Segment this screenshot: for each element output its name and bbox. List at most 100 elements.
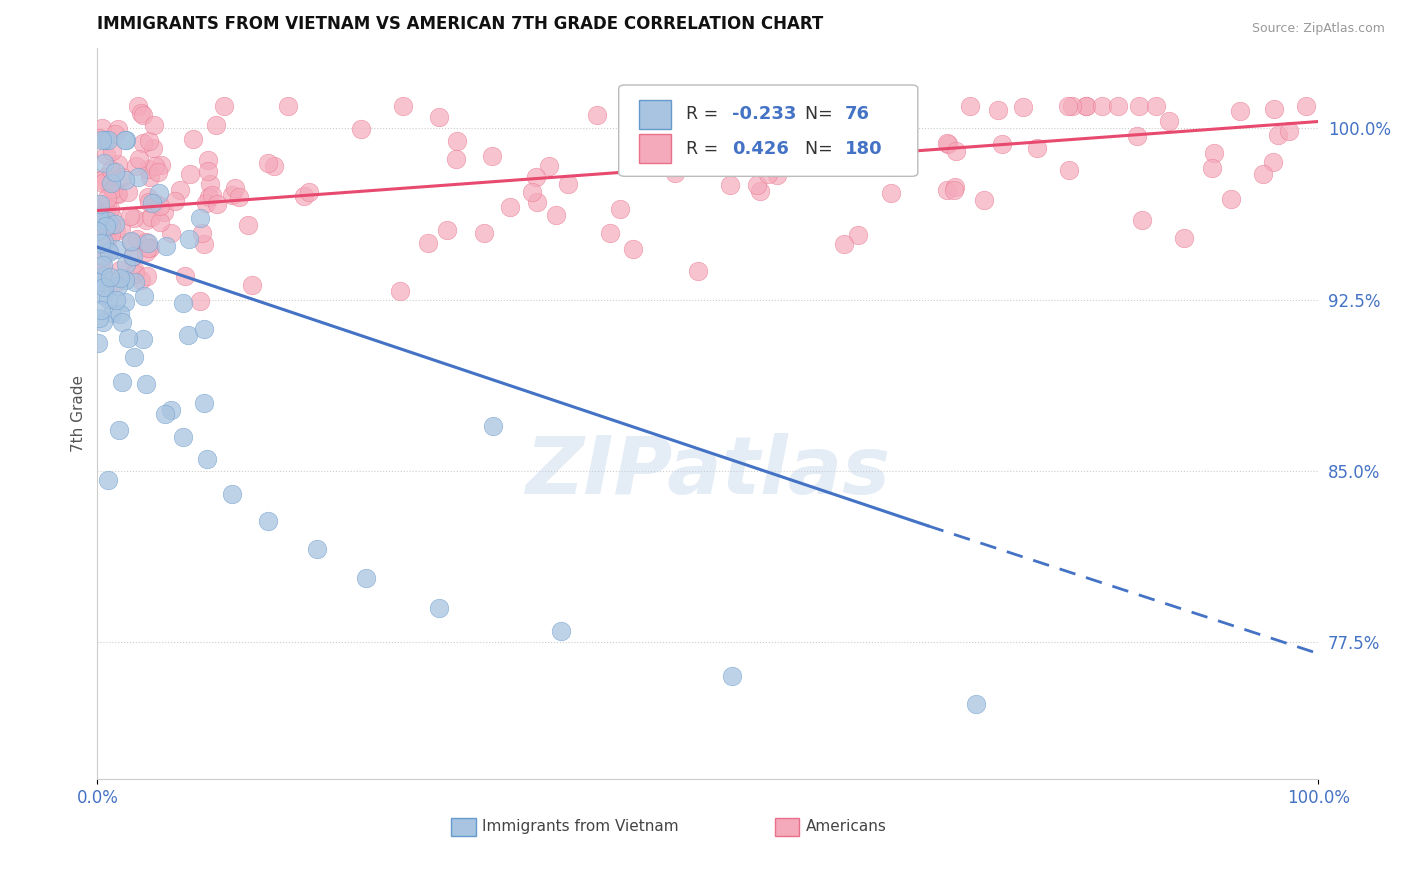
Point — [135, 235, 157, 249]
Point — [686, 263, 709, 277]
Point — [481, 149, 503, 163]
Point — [86, 224, 108, 238]
Point — [100, 162, 122, 177]
Point — [124, 275, 146, 289]
Point — [138, 134, 160, 148]
Point — [135, 245, 157, 260]
Point — [98, 202, 121, 216]
Point — [114, 173, 136, 187]
Y-axis label: 7th Grade: 7th Grade — [72, 376, 86, 452]
Point — [763, 101, 786, 115]
Point — [991, 136, 1014, 151]
Point — [257, 514, 280, 528]
Point — [1261, 155, 1284, 169]
Point — [257, 156, 280, 170]
Point — [724, 98, 747, 112]
Point — [93, 133, 115, 147]
Point — [212, 98, 235, 112]
Point — [98, 179, 121, 194]
Point — [1263, 102, 1285, 116]
Point — [198, 189, 221, 203]
Point — [1076, 98, 1098, 112]
Text: N=: N= — [806, 139, 839, 158]
Point — [893, 112, 915, 127]
Point — [142, 141, 165, 155]
Point — [136, 269, 159, 284]
Bar — [451, 818, 475, 836]
Point — [93, 249, 115, 263]
Point — [1091, 98, 1114, 112]
Point — [132, 108, 155, 122]
Point — [177, 328, 200, 343]
Point — [149, 158, 172, 172]
Point — [93, 169, 115, 184]
Point — [91, 316, 114, 330]
Point — [127, 98, 149, 112]
Point — [125, 159, 148, 173]
Point — [135, 212, 157, 227]
Point — [107, 157, 129, 171]
Point — [93, 156, 115, 170]
Point — [292, 189, 315, 203]
Point — [141, 196, 163, 211]
Point — [782, 127, 804, 141]
Point — [1219, 192, 1241, 206]
Text: 180: 180 — [845, 139, 882, 158]
Point — [1011, 100, 1033, 114]
Point — [124, 267, 146, 281]
Point — [1144, 98, 1167, 112]
Point — [103, 181, 125, 195]
Point — [148, 186, 170, 200]
Point — [472, 226, 495, 240]
Point — [482, 418, 505, 433]
Point — [89, 311, 111, 326]
Point — [159, 403, 181, 417]
Point — [115, 133, 138, 147]
Bar — [640, 134, 671, 163]
Point — [97, 244, 120, 259]
Point — [236, 218, 259, 232]
Point — [91, 269, 114, 284]
Point — [101, 210, 124, 224]
Point — [197, 153, 219, 167]
Point — [524, 170, 547, 185]
Point — [111, 316, 134, 330]
Point — [96, 191, 118, 205]
Point — [100, 306, 122, 320]
Point — [195, 452, 218, 467]
Point — [104, 127, 127, 141]
Point — [350, 122, 373, 136]
Point — [134, 289, 156, 303]
Point — [557, 178, 579, 192]
Point — [97, 473, 120, 487]
Point — [127, 170, 149, 185]
Point — [585, 108, 607, 122]
Point — [444, 153, 467, 167]
Point — [104, 242, 127, 256]
Point — [104, 165, 127, 179]
Point — [93, 279, 115, 293]
Point — [86, 214, 108, 228]
Point — [124, 263, 146, 277]
Point — [93, 259, 115, 273]
Point — [98, 269, 121, 284]
Point — [544, 208, 567, 222]
Point — [115, 257, 138, 271]
Point — [91, 133, 114, 147]
Point — [936, 136, 959, 150]
Point — [188, 211, 211, 225]
Point — [94, 204, 117, 219]
Point — [427, 601, 450, 615]
Point — [110, 375, 132, 389]
Point — [427, 110, 450, 124]
Point — [1229, 103, 1251, 118]
Point — [938, 136, 960, 151]
Bar — [775, 818, 800, 836]
Point — [136, 190, 159, 204]
Point — [101, 145, 124, 159]
Point — [1125, 128, 1147, 143]
Point — [837, 154, 859, 169]
Point — [160, 227, 183, 241]
Point — [90, 303, 112, 318]
Text: Immigrants from Vietnam: Immigrants from Vietnam — [482, 819, 679, 834]
